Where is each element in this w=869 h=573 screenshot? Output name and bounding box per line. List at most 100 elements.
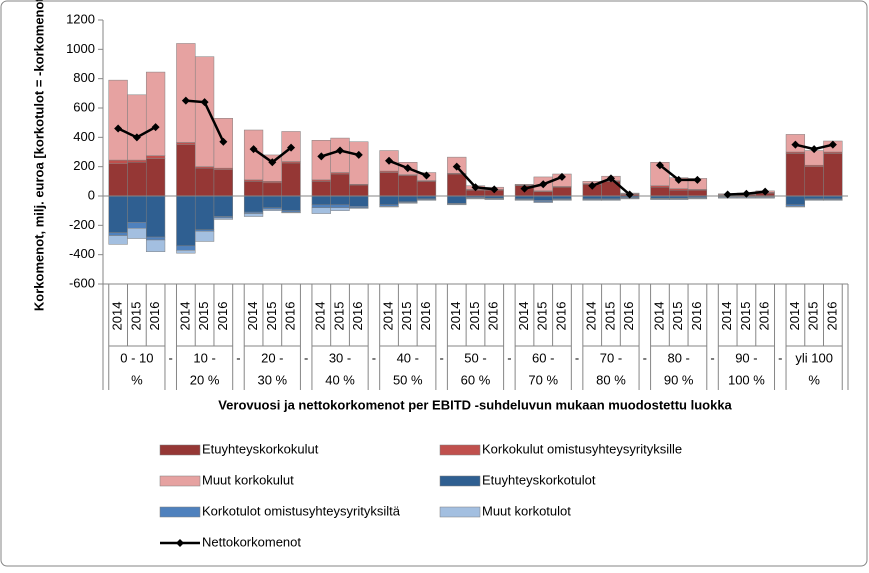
bar-segment bbox=[533, 195, 553, 201]
x-tick-label: 2015 bbox=[128, 302, 143, 331]
group-label: 100 % bbox=[728, 372, 765, 387]
bar-segment bbox=[213, 217, 233, 220]
legend-swatch bbox=[439, 444, 481, 456]
bar-segment bbox=[398, 195, 418, 203]
bar-segment bbox=[176, 144, 196, 197]
bar-segment bbox=[416, 181, 437, 197]
group-label: 80 % bbox=[596, 372, 626, 387]
group-label: 40 % bbox=[325, 372, 355, 387]
bar-segment bbox=[127, 159, 147, 163]
legend-swatch bbox=[159, 506, 201, 518]
bar-segment bbox=[379, 195, 399, 206]
x-tick-label: 2014 bbox=[177, 302, 192, 331]
y-tick-label: 200 bbox=[73, 158, 95, 173]
bar-segment bbox=[533, 201, 553, 203]
legend-swatch bbox=[159, 475, 201, 487]
bar-segment bbox=[330, 173, 350, 197]
x-tick-label: 2015 bbox=[467, 302, 482, 331]
group-label: 20 - bbox=[261, 350, 283, 365]
net-marker bbox=[810, 145, 819, 154]
net-marker bbox=[268, 158, 277, 167]
bar-segment bbox=[262, 195, 282, 208]
bar-segment bbox=[194, 195, 215, 230]
bar-segment bbox=[330, 207, 350, 211]
bar-segment bbox=[108, 163, 128, 197]
x-tick-label: 2015 bbox=[670, 302, 685, 331]
bar-segment bbox=[127, 195, 147, 223]
legend-swatch bbox=[159, 444, 201, 456]
x-axis-title: Verovuosi ja nettokorkomenot per EBITD -… bbox=[218, 397, 732, 412]
x-tick-label: 2015 bbox=[399, 302, 414, 331]
bar-segment bbox=[108, 232, 128, 236]
y-tick-label: 400 bbox=[73, 129, 95, 144]
bar-segment bbox=[650, 198, 670, 200]
bar-segment bbox=[785, 195, 806, 206]
x-tick-label: 2016 bbox=[350, 302, 365, 331]
bar-segment bbox=[349, 207, 369, 209]
bar-segment bbox=[669, 189, 689, 197]
net-marker bbox=[403, 164, 412, 173]
bar-segment bbox=[243, 213, 264, 217]
bar-segment bbox=[330, 204, 350, 208]
bar-segment bbox=[108, 79, 128, 161]
legend-label: Etuyhteyskorkotulot bbox=[482, 472, 596, 487]
legend-label: Korkokulut omistusyhteysyrityksille bbox=[482, 441, 682, 456]
net-marker bbox=[742, 189, 751, 198]
bar-segment bbox=[447, 203, 467, 206]
legend-label: Etuyhteyskorkokulut bbox=[202, 441, 319, 456]
bar-segment bbox=[447, 195, 467, 204]
y-tick-label: 1200 bbox=[66, 11, 95, 26]
net-marker bbox=[422, 171, 431, 180]
bar-segment bbox=[127, 228, 147, 239]
bar-segment bbox=[311, 181, 331, 197]
bar-segment bbox=[514, 199, 535, 201]
bar-segment bbox=[108, 235, 128, 245]
x-tick-label: 2015 bbox=[738, 302, 753, 331]
bar-segment bbox=[243, 181, 264, 197]
net-marker bbox=[693, 175, 702, 184]
bar-segment bbox=[601, 199, 621, 201]
bar-segment bbox=[552, 186, 572, 197]
group-separator-label: - bbox=[575, 350, 579, 365]
group-separator-label: - bbox=[507, 350, 511, 365]
bar-segment bbox=[465, 197, 486, 200]
bar-segment bbox=[243, 195, 264, 213]
y-tick-label: -200 bbox=[69, 217, 95, 232]
net-marker bbox=[520, 184, 529, 193]
group-label: 70 - bbox=[600, 350, 622, 365]
bar-segment bbox=[145, 236, 166, 241]
group-label: 60 % bbox=[461, 372, 491, 387]
bar-segment bbox=[281, 195, 301, 211]
x-tick-label: 2015 bbox=[806, 302, 821, 331]
x-tick-label: 2016 bbox=[757, 302, 772, 331]
x-tick-label: 2014 bbox=[313, 302, 328, 331]
group-separator-label: - bbox=[236, 350, 240, 365]
x-tick-label: 2016 bbox=[486, 302, 501, 331]
y-tick-label: -400 bbox=[69, 246, 95, 261]
y-tick-label: 600 bbox=[73, 99, 95, 114]
net-marker bbox=[181, 96, 190, 105]
bar-segment bbox=[194, 167, 215, 197]
x-tick-label: 2015 bbox=[196, 302, 211, 331]
bar-segment bbox=[127, 162, 147, 197]
bar-segment bbox=[398, 202, 418, 204]
net-marker bbox=[588, 181, 597, 190]
net-marker bbox=[287, 143, 296, 152]
x-tick-label: 2016 bbox=[215, 302, 230, 331]
bar-segment bbox=[145, 239, 166, 252]
net-marker bbox=[791, 140, 800, 149]
x-tick-label: 2014 bbox=[584, 302, 599, 331]
net-marker bbox=[625, 190, 634, 199]
bar-segment bbox=[379, 206, 399, 208]
bar-segment bbox=[311, 207, 331, 214]
net-marker bbox=[452, 162, 461, 171]
y-tick-label: 800 bbox=[73, 70, 95, 85]
bar-segment bbox=[533, 191, 553, 197]
net-marker bbox=[385, 156, 394, 165]
y-tick-label: 1000 bbox=[66, 41, 95, 56]
group-label: 40 - bbox=[397, 350, 419, 365]
bar-segment bbox=[349, 195, 369, 207]
x-tick-label: 2014 bbox=[110, 302, 125, 331]
legend-swatch-marker bbox=[176, 539, 184, 547]
